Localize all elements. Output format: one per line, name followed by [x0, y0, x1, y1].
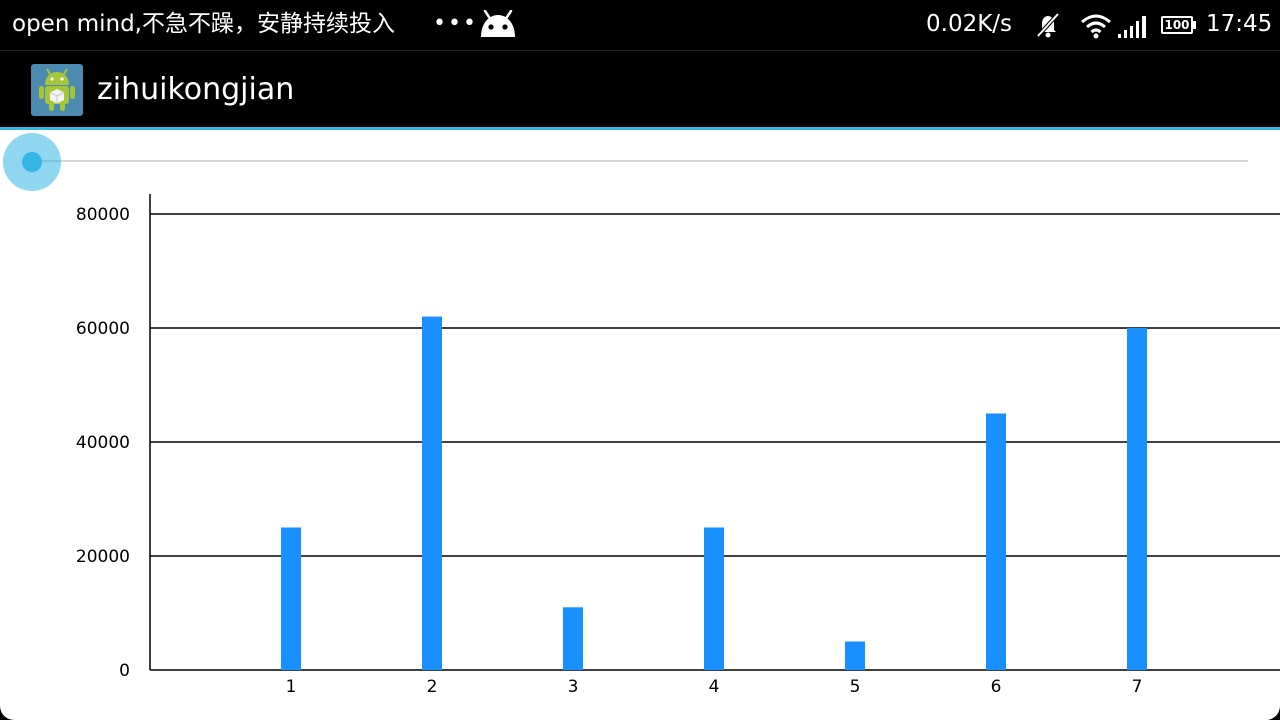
bar-chart: 0 20000 40000 60000 80000 1 2 3 4 5 6 7 [76, 194, 1280, 697]
x-tick-label: 2 [427, 677, 438, 697]
bar [845, 641, 865, 670]
status-divider [0, 50, 1280, 51]
mute-icon [1036, 12, 1060, 38]
content-area: 0 20000 40000 60000 80000 1 2 3 4 5 6 7 [0, 130, 1280, 720]
battery-icon: 100 [1161, 16, 1197, 36]
clock: 17:45 [1206, 11, 1273, 37]
x-tick-label: 7 [1132, 677, 1143, 697]
action-bar-underline [0, 127, 1280, 130]
x-tick-label: 5 [850, 677, 861, 697]
notification-text: open mind,不急不躁，安静持续投入 [12, 11, 395, 37]
bar [422, 316, 442, 670]
android-head-icon [481, 10, 515, 37]
seekbar-track[interactable] [32, 160, 1248, 162]
wifi-icon [1081, 14, 1111, 39]
more-notifications-indicator: ••• [433, 11, 478, 36]
x-tick-label: 4 [709, 677, 720, 697]
y-tick-label: 40000 [76, 433, 130, 453]
signal-icon [1118, 16, 1146, 38]
bar [704, 527, 724, 670]
y-tick-label: 0 [119, 661, 130, 681]
action-bar: zihuikongjian [0, 51, 1280, 127]
x-tick-label: 6 [991, 677, 1002, 697]
battery-level: 100 [1161, 16, 1193, 34]
android-robot-icon [39, 68, 75, 111]
bar [563, 607, 583, 670]
bar [281, 527, 301, 670]
bar [1127, 328, 1147, 670]
net-speed: 0.02K/s [926, 11, 1013, 37]
y-tick-label: 80000 [76, 205, 130, 225]
y-tick-label: 20000 [76, 547, 130, 567]
bar [986, 413, 1006, 670]
progress-seekbar[interactable] [0, 130, 1280, 192]
app-title: zihuikongjian [97, 72, 295, 107]
seekbar-thumb[interactable] [22, 152, 42, 172]
android-app-icon[interactable] [31, 64, 83, 116]
x-tick-label: 1 [286, 677, 297, 697]
status-bar: open mind,不急不躁，安静持续投入 ••• 0.02K/s [0, 0, 1280, 50]
y-tick-label: 60000 [76, 319, 130, 339]
x-tick-label: 3 [568, 677, 579, 697]
